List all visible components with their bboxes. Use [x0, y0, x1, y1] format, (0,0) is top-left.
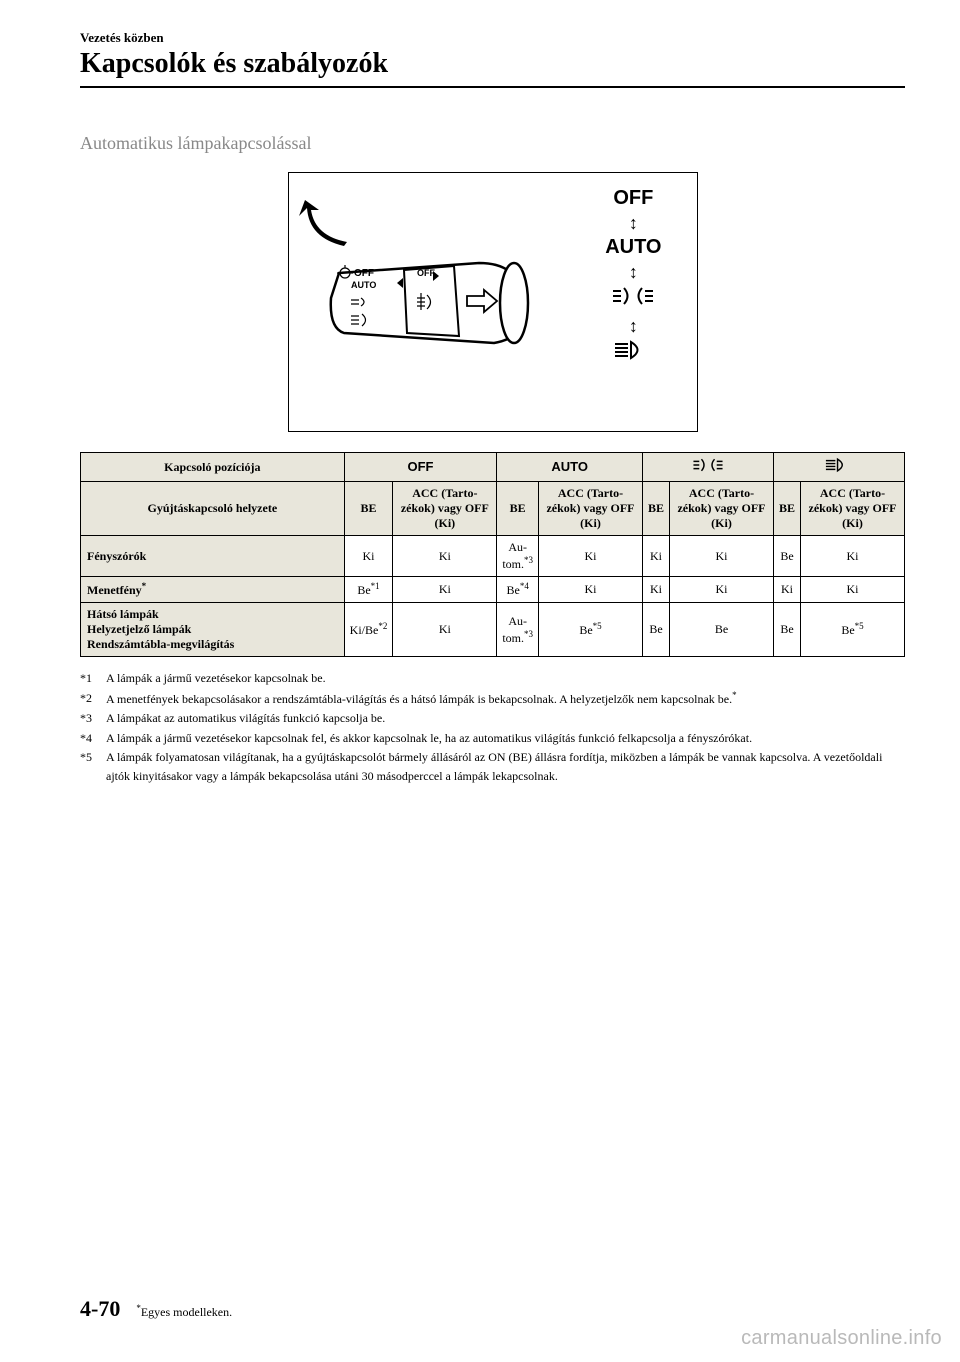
position-labels: OFF ↕ AUTO ↕ ↕: [605, 181, 661, 373]
table-cell: Be: [642, 603, 669, 657]
footnotes: *1A lámpák a jármű vezetésekor kapcsolna…: [80, 669, 905, 786]
footnote: *3A lámpákat az automatikus világítás fu…: [80, 709, 905, 728]
footnote: *4A lámpák a jármű vezetésekor kapcsolna…: [80, 729, 905, 748]
th-be: BE: [344, 482, 393, 536]
page-header: Vezetés közben Kapcsolók és szabályozók: [80, 30, 905, 88]
table-cell: Ki: [344, 536, 393, 577]
header-small: Vezetés közben: [80, 30, 905, 46]
th-headlight-icon: [773, 453, 904, 482]
table-cell: Ki: [539, 577, 643, 603]
switch-table: Kapcsoló pozíciója OFF AUTO Gyújtáskapcs…: [80, 452, 905, 657]
table-cell: Ki: [670, 577, 774, 603]
th-parking-icon: [642, 453, 773, 482]
table-cell: Be*5: [801, 603, 905, 657]
page-number: 4-70: [80, 1296, 120, 1322]
table-cell: Ki: [393, 536, 497, 577]
th-be: BE: [642, 482, 669, 536]
table-cell: Be*4: [497, 577, 539, 603]
table-cell: Au-tom.*3: [497, 536, 539, 577]
th-be: BE: [773, 482, 800, 536]
th-acc: ACC (Tarto-zékok) vagy OFF (Ki): [393, 482, 497, 536]
subheading: Automatikus lámpakapcsolással: [80, 133, 905, 154]
th-acc: ACC (Tarto-zékok) vagy OFF (Ki): [539, 482, 643, 536]
page-footer: 4-70 *Egyes modelleken.: [80, 1296, 232, 1322]
table-cell: Ki: [642, 536, 669, 577]
pos-auto: AUTO: [605, 236, 661, 259]
table-cell: Be: [773, 603, 800, 657]
table-cell: Ki: [801, 536, 905, 577]
table-cell: Ki/Be*2: [344, 603, 393, 657]
pos-headlight-icon: [605, 339, 661, 367]
table-cell: Ki: [670, 536, 774, 577]
pos-arrow: ↕: [605, 216, 661, 230]
row-label: Menetfény*: [81, 577, 345, 603]
footnote: *5A lámpák folyamatosan világítanak, ha …: [80, 748, 905, 785]
table-cell: Ki: [642, 577, 669, 603]
stalk-auto-text: AUTO: [351, 280, 376, 290]
th-acc: ACC (Tarto-zékok) vagy OFF (Ki): [801, 482, 905, 536]
th-kapcsolo: Kapcsoló pozíciója: [81, 453, 345, 482]
table-cell: Be: [773, 536, 800, 577]
footnote: *2A menetfények bekapcsolásakor a rendsz…: [80, 689, 905, 709]
pos-parking-icon: [605, 285, 661, 313]
header-large: Kapcsolók és szabályozók: [80, 48, 905, 88]
footnote: *1A lámpák a jármű vezetésekor kapcsolna…: [80, 669, 905, 688]
pos-off: OFF: [605, 187, 661, 210]
stalk-off-text: OFF: [354, 268, 374, 279]
pos-arrow: ↕: [605, 265, 661, 279]
table-cell: Ki: [539, 536, 643, 577]
table-cell: Be*1: [344, 577, 393, 603]
th-acc: ACC (Tarto-zékok) vagy OFF (Ki): [670, 482, 774, 536]
svg-text:OFF: OFF: [417, 268, 435, 278]
th-auto: AUTO: [497, 453, 643, 482]
table-cell: Be: [670, 603, 774, 657]
table-cell: Ki: [393, 603, 497, 657]
th-be: BE: [497, 482, 539, 536]
pos-arrow: ↕: [605, 319, 661, 333]
page-note: *Egyes modelleken.: [136, 1303, 232, 1320]
rotate-arrow-icon: [299, 198, 354, 253]
row-label: Fényszórók: [81, 536, 345, 577]
table-cell: Ki: [393, 577, 497, 603]
table-cell: Ki: [773, 577, 800, 603]
table-cell: Au-tom.*3: [497, 603, 539, 657]
table-cell: Ki: [801, 577, 905, 603]
diagram-wrapper: OFF AUTO OFF: [80, 172, 905, 432]
row-label: Hátsó lámpákHelyzetjelző lámpákRendszámt…: [81, 603, 345, 657]
table-cell: Be*5: [539, 603, 643, 657]
th-off: OFF: [344, 453, 497, 482]
watermark: carmanualsonline.info: [741, 1327, 942, 1350]
stalk-diagram: OFF AUTO OFF: [288, 172, 698, 432]
th-gyujtás: Gyújtáskapcsoló helyzete: [81, 482, 345, 536]
